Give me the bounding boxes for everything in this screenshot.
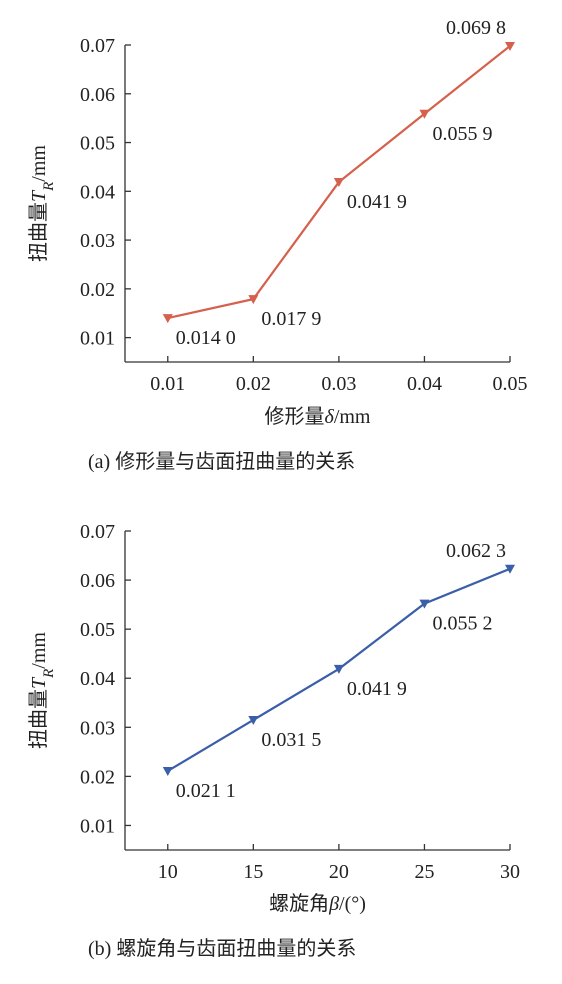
y-axis-label-part: 扭曲量 bbox=[27, 202, 50, 262]
y-tick-label: 0.01 bbox=[80, 328, 115, 350]
value-label: 0.021 1 bbox=[176, 780, 236, 802]
y-tick-label: 0.02 bbox=[80, 279, 115, 301]
y-tick-label: 0.02 bbox=[80, 766, 115, 788]
y-axis-label-part: R bbox=[41, 669, 57, 679]
marker bbox=[419, 599, 430, 609]
caption: (b) 螺旋角与齿面扭曲量的关系 bbox=[88, 937, 356, 960]
x-axis-label-part: /(°) bbox=[339, 893, 366, 915]
y-tick-label: 0.03 bbox=[80, 230, 115, 252]
marker bbox=[505, 564, 515, 574]
value-label: 0.017 9 bbox=[261, 308, 321, 330]
marker bbox=[162, 766, 173, 776]
y-axis-label-part: /mm bbox=[28, 145, 50, 182]
marker bbox=[419, 109, 430, 119]
y-axis-label: 扭曲量TR/mm bbox=[27, 145, 57, 262]
y-tick-label: 0.04 bbox=[80, 181, 115, 203]
x-axis-label-part: δ bbox=[325, 406, 335, 428]
x-tick-label: 0.04 bbox=[407, 373, 442, 395]
y-axis-label-part: /mm bbox=[28, 632, 50, 669]
y-tick-label: 0.07 bbox=[80, 35, 115, 57]
x-axis-label-part: 螺旋角 bbox=[269, 892, 329, 915]
y-tick-label: 0.05 bbox=[80, 133, 115, 155]
y-axis-label-part: T bbox=[28, 676, 50, 689]
y-tick-label: 0.03 bbox=[80, 717, 115, 739]
value-label: 0.014 0 bbox=[176, 327, 236, 349]
x-tick-label: 10 bbox=[158, 861, 178, 883]
y-tick-label: 0.04 bbox=[80, 668, 115, 690]
y-axis-label-part: 扭曲量 bbox=[27, 689, 50, 749]
x-tick-label: 0.01 bbox=[150, 373, 185, 395]
marker bbox=[248, 295, 259, 305]
x-axis-label-part: 修形量 bbox=[265, 405, 325, 428]
value-label: 0.062 3 bbox=[446, 540, 506, 562]
y-tick-label: 0.07 bbox=[80, 521, 115, 543]
value-label: 0.041 9 bbox=[347, 678, 407, 700]
y-tick-label: 0.05 bbox=[80, 619, 115, 641]
marker bbox=[333, 178, 344, 188]
marker bbox=[162, 314, 173, 324]
marker bbox=[248, 715, 259, 725]
x-tick-label: 0.05 bbox=[493, 373, 528, 395]
x-axis-label-part: β bbox=[328, 893, 339, 915]
x-axis-label: 修形量δ/mm bbox=[265, 405, 371, 428]
x-axis-label: 螺旋角β/(°) bbox=[269, 892, 366, 915]
y-axis-label-part: T bbox=[28, 189, 50, 202]
y-axis-label: 扭曲量TR/mm bbox=[27, 632, 57, 749]
y-tick-label: 0.06 bbox=[80, 84, 115, 106]
caption: (a) 修形量与齿面扭曲量的关系 bbox=[88, 450, 355, 473]
y-tick-label: 0.06 bbox=[80, 570, 115, 592]
marker bbox=[333, 664, 344, 674]
x-tick-label: 20 bbox=[329, 861, 349, 883]
x-tick-label: 25 bbox=[414, 861, 434, 883]
x-tick-label: 0.03 bbox=[321, 373, 356, 395]
x-tick-label: 15 bbox=[243, 861, 263, 883]
value-label: 0.055 2 bbox=[432, 613, 492, 635]
y-axis-label-part: R bbox=[41, 182, 57, 192]
x-axis-label-part: /mm bbox=[334, 406, 371, 428]
value-label: 0.031 5 bbox=[261, 729, 321, 751]
value-label: 0.069 8 bbox=[446, 17, 506, 39]
x-tick-label: 0.02 bbox=[236, 373, 271, 395]
y-tick-label: 0.01 bbox=[80, 815, 115, 837]
value-label: 0.041 9 bbox=[347, 191, 407, 213]
marker bbox=[505, 41, 515, 51]
value-label: 0.055 9 bbox=[432, 123, 492, 145]
x-tick-label: 30 bbox=[500, 861, 520, 883]
